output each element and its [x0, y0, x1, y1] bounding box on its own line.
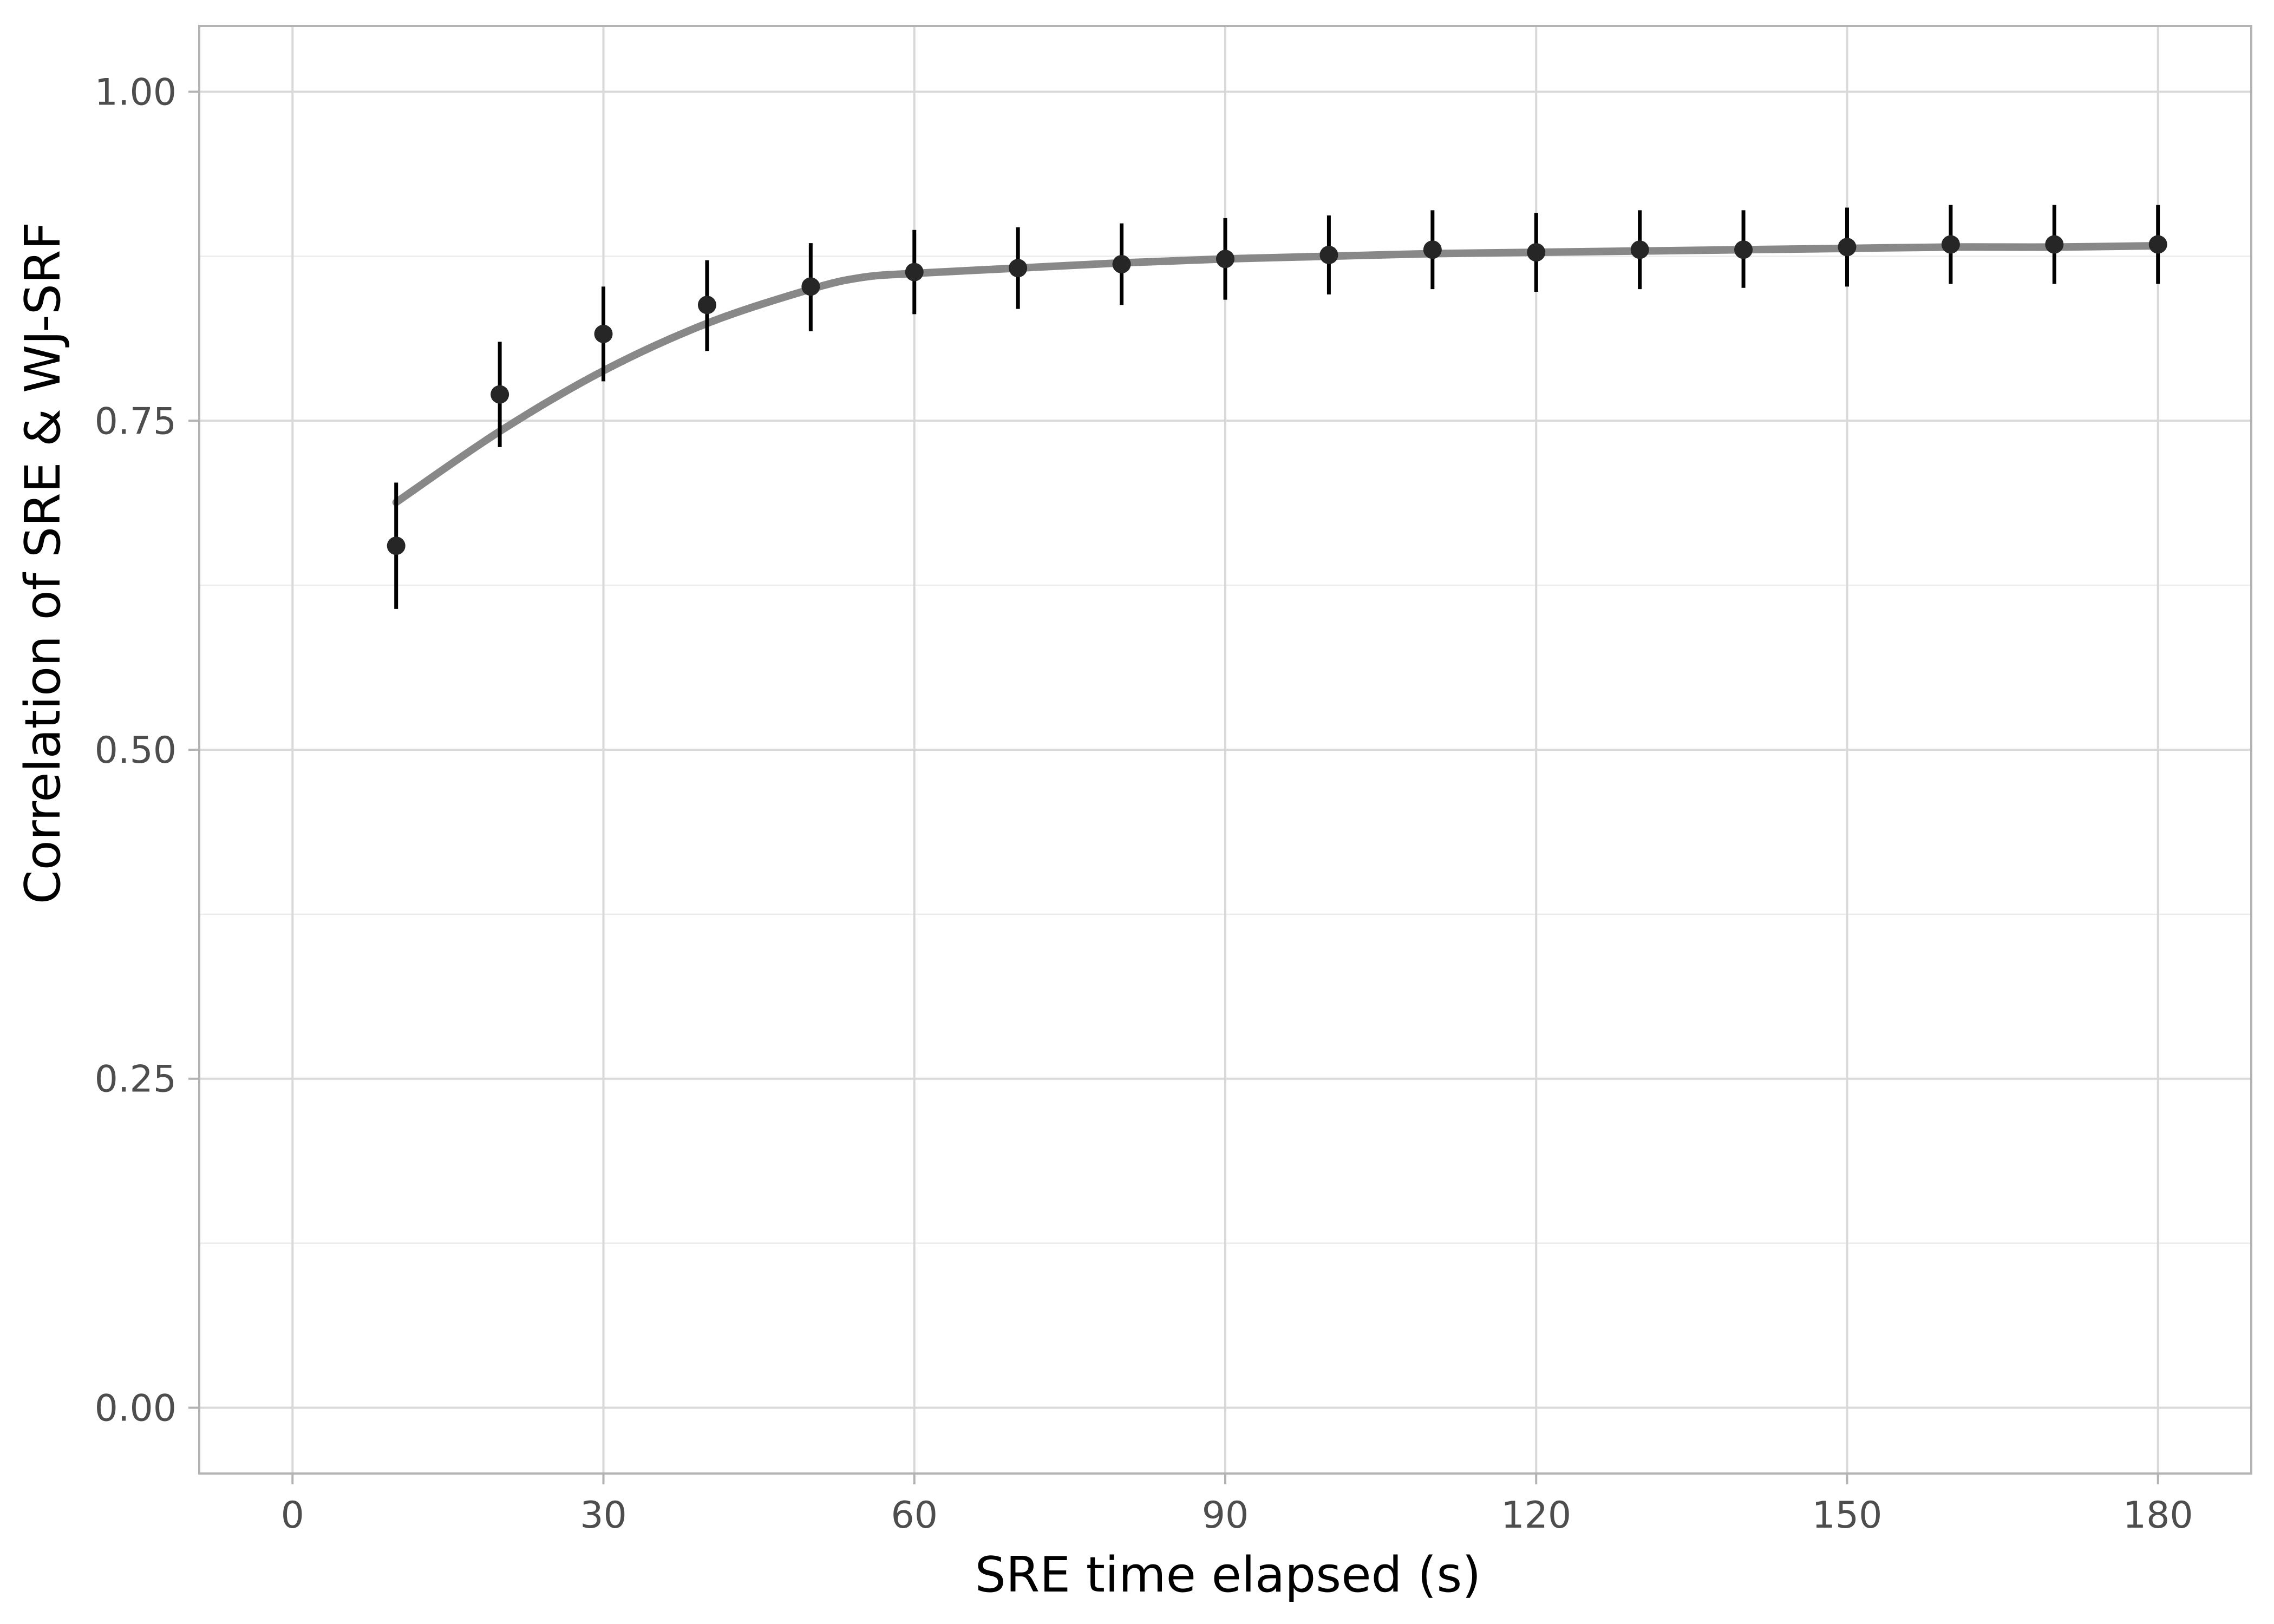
- data-point: [2148, 235, 2167, 254]
- x-tick-label: 120: [1501, 1494, 1571, 1537]
- x-axis-title: SRE time elapsed (s): [975, 1547, 1481, 1603]
- x-tick-label: 150: [1812, 1494, 1883, 1537]
- y-tick-label: 0.50: [95, 729, 177, 772]
- data-point: [1319, 245, 1338, 264]
- data-point: [697, 296, 716, 315]
- point-layer: [387, 235, 2167, 555]
- y-tick-label: 1.00: [95, 71, 177, 114]
- data-point: [1734, 240, 1753, 259]
- data-point: [1009, 259, 1028, 278]
- y-tick-label: 0.75: [95, 400, 177, 443]
- data-point: [491, 385, 509, 404]
- data-point: [1630, 240, 1649, 259]
- data-point: [1112, 254, 1131, 273]
- x-tick-label: 180: [2123, 1494, 2193, 1537]
- data-point: [594, 324, 613, 343]
- data-point: [387, 536, 406, 555]
- data-point: [1838, 238, 1857, 257]
- data-point: [905, 263, 924, 281]
- data-point: [1527, 243, 1546, 262]
- x-tick-label: 30: [580, 1494, 627, 1537]
- gridlines: [199, 26, 2251, 1474]
- x-tick-label: 60: [891, 1494, 938, 1537]
- axes: 0 30 60 90 120 150 180 0.00 0.25 0.50 0.75 1.00: [95, 71, 2193, 1537]
- y-tick-label: 0.00: [95, 1387, 177, 1430]
- x-tick-label: 90: [1202, 1494, 1249, 1537]
- x-tick-label: 0: [281, 1494, 304, 1537]
- y-axis-title: Correlation of SRE & WJ-SRF: [15, 222, 71, 904]
- y-tick-label: 0.25: [95, 1058, 177, 1101]
- data-point: [1216, 250, 1234, 269]
- data-point: [2045, 235, 2064, 254]
- data-point: [801, 277, 820, 296]
- data-point: [1423, 240, 1442, 259]
- data-point: [1941, 235, 1960, 254]
